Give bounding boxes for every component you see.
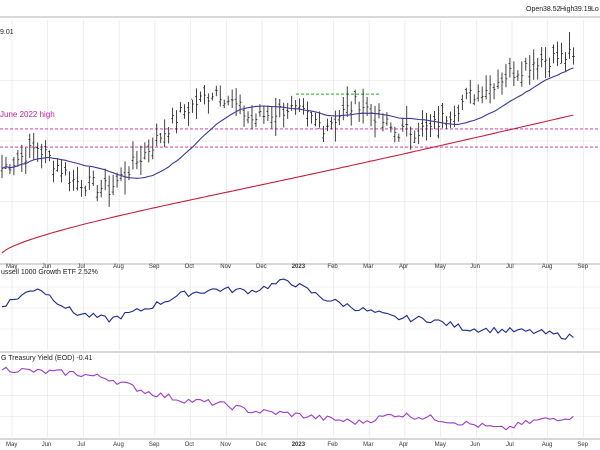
price-corner-tick: 9.01 xyxy=(0,29,14,36)
ratio-series-line xyxy=(1,278,574,340)
month-label-bottom: 2023 xyxy=(292,442,306,448)
month-label-bottom: Jun xyxy=(470,442,480,448)
month-label-top: Jul xyxy=(506,264,514,270)
yield-series-line xyxy=(1,366,574,431)
month-label-top: Jul xyxy=(77,264,85,270)
month-label-top: Apr xyxy=(399,264,408,270)
month-label-bottom: Nov xyxy=(220,442,231,448)
month-label-top: Sep xyxy=(577,264,588,270)
month-label-top: Dec xyxy=(256,264,267,270)
month-label-bottom: Apr xyxy=(399,442,408,448)
yield-layer xyxy=(1,366,574,431)
month-label-top: May xyxy=(435,264,446,270)
high-label: High xyxy=(560,6,575,13)
month-label-bottom: May xyxy=(6,442,17,448)
open-label: Open xyxy=(526,6,543,13)
long-moving-average xyxy=(1,114,574,254)
panel-frames xyxy=(0,16,600,440)
month-label-bottom: Aug xyxy=(113,442,124,448)
ratio-panel-title: ussell 1000 Growth ETF 2.52% xyxy=(1,269,98,276)
month-label-top: May xyxy=(6,264,17,270)
month-label-bottom: Feb xyxy=(327,442,338,448)
month-axis: May May Jun Jun Jul Jul Aug Aug Sep Sep Oct Oct Nov N… xyxy=(6,264,589,448)
month-label-bottom: Jul xyxy=(506,442,514,448)
month-label-top: Jun xyxy=(470,264,480,270)
high-value: 39.19 xyxy=(574,6,592,13)
month-label-bottom: Jun xyxy=(42,442,52,448)
month-label-top: Jun xyxy=(42,264,52,270)
month-label-bottom: Aug xyxy=(542,442,553,448)
month-label-bottom: May xyxy=(435,442,446,448)
month-label-bottom: Sep xyxy=(577,442,588,448)
month-label-top: Nov xyxy=(220,264,231,270)
yield-panel-title: G Treasury Yield (EOD) -0.41 xyxy=(1,355,93,362)
month-label-bottom: Sep xyxy=(149,442,160,448)
month-label-bottom: Dec xyxy=(256,442,267,448)
price-layer xyxy=(0,31,600,254)
month-label-bottom: Mar xyxy=(363,442,373,448)
month-label-bottom: Jul xyxy=(77,442,85,448)
month-label-top: Feb xyxy=(327,264,338,270)
month-label-top: Aug xyxy=(113,264,124,270)
month-label-bottom: Oct xyxy=(185,442,195,448)
grid-layer xyxy=(0,20,600,437)
month-label-top: 2023 xyxy=(292,264,306,270)
month-label-top: Oct xyxy=(185,264,195,270)
short-moving-average xyxy=(1,67,574,179)
ratio-layer xyxy=(1,278,574,340)
month-label-top: Mar xyxy=(363,264,373,270)
open-value: 38.52 xyxy=(543,6,561,13)
low-label: Lo xyxy=(591,6,599,13)
month-label-top: Sep xyxy=(149,264,160,270)
month-label-top: Aug xyxy=(542,264,553,270)
june-high-annotation: June 2022 high xyxy=(0,110,55,119)
